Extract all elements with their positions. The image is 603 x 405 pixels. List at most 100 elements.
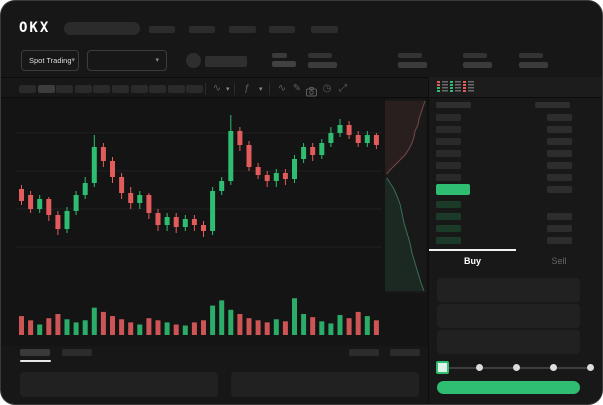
draw-icon[interactable]: ✎	[292, 83, 302, 94]
ask-amount-placeholder	[547, 126, 572, 133]
ask-row[interactable]	[429, 172, 602, 183]
bid-row[interactable]	[429, 211, 602, 222]
buy-submit-button[interactable]	[437, 381, 580, 394]
bottom-action-placeholder[interactable]	[349, 349, 379, 356]
interval-button[interactable]	[130, 85, 148, 93]
order-input-slot[interactable]	[437, 278, 580, 302]
ask-amount-placeholder	[547, 114, 572, 121]
last-price-highlight[interactable]	[436, 184, 470, 195]
divider	[1, 77, 602, 78]
ask-amount-placeholder	[547, 138, 572, 145]
interval-button[interactable]	[149, 85, 167, 93]
coin-icon	[186, 53, 201, 68]
ask-row[interactable]	[429, 124, 602, 135]
order-input-slot[interactable]	[437, 330, 580, 354]
bottom-panel-slot-2[interactable]	[231, 372, 419, 397]
last-price-amount-placeholder	[547, 186, 572, 193]
volume-svg	[19, 298, 379, 335]
market-type-label: Spot Trading	[29, 56, 72, 65]
nav-item-placeholder[interactable]	[229, 26, 256, 33]
bid-amount-placeholder	[547, 213, 572, 220]
ask-price-placeholder	[436, 114, 461, 121]
interval-button[interactable]	[112, 85, 129, 93]
slider-stop-dot[interactable]	[512, 364, 520, 371]
ask-price-placeholder	[436, 162, 461, 169]
nav-item-placeholder[interactable]	[311, 26, 338, 33]
ask-row[interactable]	[429, 148, 602, 159]
indicators-icon[interactable]: ƒ	[244, 83, 250, 94]
book-bids-icon[interactable]	[450, 81, 461, 94]
bid-row[interactable]	[429, 199, 602, 210]
ask-row[interactable]	[429, 160, 602, 171]
interval-button[interactable]	[93, 85, 111, 93]
slider-stop-dot[interactable]	[475, 364, 483, 371]
divider	[205, 83, 206, 95]
active-tab-underline	[20, 360, 51, 362]
slider-stop-dot[interactable]	[549, 364, 557, 371]
tab-sell[interactable]: Sell	[551, 256, 567, 266]
interval-button[interactable]	[167, 85, 185, 93]
divider	[429, 97, 602, 98]
divider	[1, 97, 428, 98]
chevron-down-icon[interactable]: ▾	[226, 86, 230, 93]
search-input[interactable]	[64, 22, 140, 35]
nav-item-placeholder[interactable]	[149, 26, 175, 33]
ask-row[interactable]	[429, 112, 602, 123]
interval-button[interactable]	[74, 85, 92, 93]
ask-amount-placeholder	[547, 174, 572, 181]
pair-selector-dropdown[interactable]: ▾	[87, 50, 167, 71]
divider	[269, 83, 270, 95]
bottom-panel-slot-1[interactable]	[20, 372, 218, 397]
slider-stop-dot[interactable]	[586, 364, 594, 371]
stat-value-placeholder	[398, 62, 427, 68]
history-icon[interactable]: ◷	[322, 83, 332, 94]
camera-icon[interactable]	[306, 84, 317, 102]
nav-item-placeholder[interactable]	[269, 26, 295, 33]
candlestick-chart[interactable]	[16, 99, 382, 293]
depth-chart[interactable]	[385, 99, 426, 293]
bottom-tab-placeholder[interactable]	[62, 349, 92, 356]
interval-button[interactable]	[56, 85, 74, 93]
ask-price-placeholder	[436, 150, 461, 157]
interval-button[interactable]	[37, 85, 55, 93]
bottom-action-placeholder[interactable]	[390, 349, 420, 356]
nav-item-placeholder[interactable]	[189, 26, 215, 33]
ask-price-placeholder	[436, 174, 461, 181]
amount-slider-handle[interactable]	[436, 361, 449, 374]
orderbook-header-left	[436, 102, 471, 108]
bid-amount-placeholder	[547, 237, 572, 244]
wave-icon[interactable]: ∿	[277, 83, 287, 94]
interval-button[interactable]	[19, 85, 36, 93]
trade-side-panel: Buy Sell	[428, 77, 602, 404]
fullscreen-icon[interactable]: ⤢	[339, 83, 347, 94]
bid-price-placeholder	[436, 237, 461, 244]
bid-price-placeholder	[436, 201, 461, 208]
bid-price-placeholder	[436, 213, 461, 220]
stat-value-placeholder	[463, 62, 492, 68]
ask-row[interactable]	[429, 136, 602, 147]
bottom-tab-placeholder[interactable]	[20, 349, 50, 356]
line-type-icon[interactable]: ∿	[212, 83, 222, 94]
tab-buy[interactable]: Buy	[463, 256, 481, 266]
bid-row[interactable]	[429, 235, 602, 246]
order-input-slot[interactable]	[437, 304, 580, 328]
chevron-down-icon: ▾	[155, 57, 159, 64]
bid-row[interactable]	[429, 223, 602, 234]
ask-price-placeholder	[436, 138, 461, 145]
chevron-down-icon: ▾	[71, 57, 76, 64]
stat-value-placeholder	[308, 62, 337, 68]
stat-label-placeholder	[398, 53, 422, 58]
last-price-value-placeholder	[272, 61, 296, 67]
interval-button[interactable]	[186, 85, 204, 93]
candles-svg	[16, 115, 382, 248]
book-asks-icon[interactable]	[463, 81, 474, 94]
bid-amount-placeholder	[547, 225, 572, 232]
depth-svg	[385, 100, 426, 292]
chevron-down-icon[interactable]: ▾	[259, 86, 263, 93]
volume-chart	[16, 297, 382, 337]
stat-label-placeholder	[463, 53, 487, 58]
stat-label-placeholder	[519, 53, 543, 58]
market-type-dropdown[interactable]: Spot Trading ▾	[21, 50, 79, 71]
book-both-icon[interactable]	[437, 81, 448, 94]
